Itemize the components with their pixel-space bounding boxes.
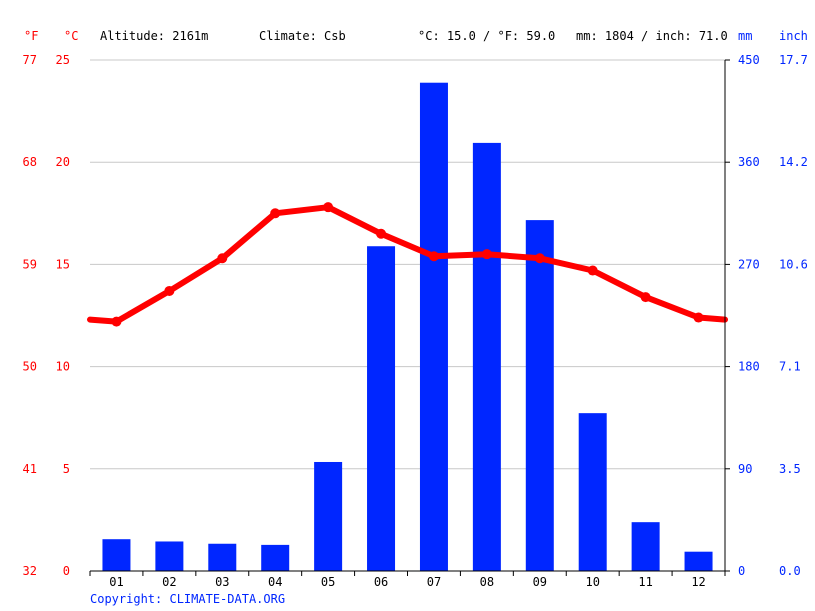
tick-label-celsius: 10 [56,360,70,374]
month-label: 09 [533,575,547,589]
temperature-point [217,253,228,264]
copyright-link[interactable]: Copyright: CLIMATE-DATA.ORG [90,592,285,606]
tick-label-inch: 3.5 [779,462,801,476]
precipitation-bar [102,539,131,571]
axis-layer: 32 0 0 0.0 41 5 90 3.5 50 10 180 7.1 59 15 270 10.6 68 20… [23,53,808,589]
tick-label-inch: 7.1 [779,360,801,374]
precipitation-bar [261,544,290,571]
temperature-point [640,292,651,303]
month-label: 08 [480,575,494,589]
temperature-summary: °C: 15.0 / °F: 59.0 [418,29,555,43]
month-label: 05 [321,575,335,589]
temperature-point [428,251,439,262]
tick-label-mm: 180 [738,360,760,374]
temperature-point [481,249,492,260]
precipitation-bar [578,413,607,571]
month-label: 12 [691,575,705,589]
grid-layer [90,59,725,470]
temperature-point [376,228,387,239]
tick-label-celsius: 0 [63,564,70,578]
temperature-point [270,208,281,219]
precipitation-bar [155,541,184,571]
month-label: 01 [109,575,123,589]
month-label: 04 [268,575,282,589]
altitude-label: Altitude: 2161m [100,29,208,43]
precipitation-bar [525,220,554,571]
temperature-line-layer [87,202,728,327]
temperature-point [693,312,704,323]
tick-label-mm: 360 [738,155,760,169]
precipitation-bar [208,543,237,571]
month-label: 11 [638,575,652,589]
tick-label-inch: 17.7 [779,53,808,67]
precipitation-summary: mm: 1804 / inch: 71.0 [576,29,728,43]
precipitation-bars [102,82,713,571]
unit-mm-label: mm [738,29,752,43]
temperature-point [323,202,334,213]
unit-inch-label: inch [779,29,808,43]
month-label: 07 [427,575,441,589]
tick-label-fahrenheit: 68 [23,155,37,169]
tick-label-mm: 270 [738,257,760,271]
temperature-point [164,285,175,296]
tick-label-mm: 0 [738,564,745,578]
month-label: 06 [374,575,388,589]
tick-label-fahrenheit: 77 [23,53,37,67]
tick-label-celsius: 20 [56,155,70,169]
month-label: 02 [162,575,176,589]
tick-label-mm: 450 [738,53,760,67]
tick-label-fahrenheit: 50 [23,360,37,374]
month-label: 10 [585,575,599,589]
unit-fahrenheit-label: °F [24,29,38,43]
precipitation-bar [472,142,501,571]
tick-label-celsius: 15 [56,257,70,271]
temperature-point [534,253,545,264]
tick-label-inch: 0.0 [779,564,801,578]
month-label: 03 [215,575,229,589]
precipitation-bar [684,551,713,571]
temperature-point [111,316,122,327]
precipitation-bar [367,246,396,571]
tick-label-celsius: 5 [63,462,70,476]
tick-label-inch: 10.6 [779,257,808,271]
precipitation-bar [419,82,448,571]
temperature-line [87,204,728,325]
tick-label-celsius: 25 [56,53,70,67]
unit-celsius-label: °C [64,29,78,43]
precipitation-bar [631,522,660,571]
tick-label-fahrenheit: 32 [23,564,37,578]
precipitation-bar [314,461,343,571]
tick-label-inch: 14.2 [779,155,808,169]
tick-label-mm: 90 [738,462,752,476]
climate-label: Climate: Csb [259,29,346,43]
tick-label-fahrenheit: 59 [23,257,37,271]
tick-label-fahrenheit: 41 [23,462,37,476]
temperature-point [587,265,598,276]
